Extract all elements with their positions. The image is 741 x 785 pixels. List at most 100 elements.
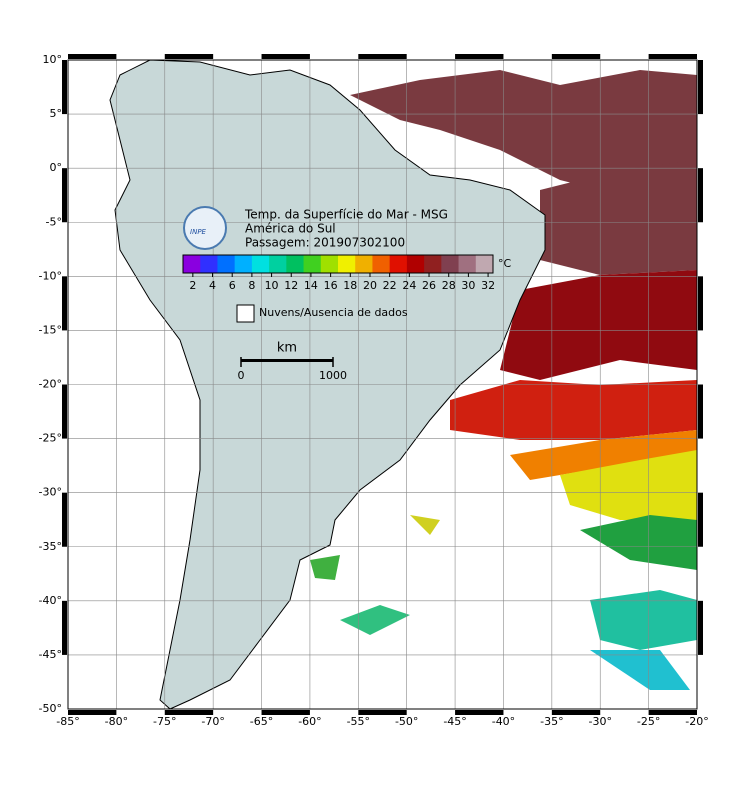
x-tick-label: -70°: [201, 715, 224, 728]
y-tick-label: -30°: [39, 486, 62, 499]
colorbar-tick-label: 30: [461, 279, 475, 292]
colorbar-tick-label: 16: [324, 279, 338, 292]
colorbar-tick-label: 6: [229, 279, 236, 292]
colorbar-segment: [183, 255, 201, 273]
colorbar-tick-label: 12: [284, 279, 298, 292]
sst-patch: [500, 270, 697, 380]
y-tick-label: 0°: [50, 161, 63, 174]
scale-tick-label: 0: [238, 369, 245, 382]
colorbar-segment: [200, 255, 218, 273]
sst-patch: [560, 450, 697, 520]
frame-segment: [62, 276, 67, 331]
colorbar-segment: [389, 255, 408, 273]
scale-bar: 0 1000: [238, 357, 347, 382]
colorbar: 2 4 6 8 10 12 14 16 18 20 22 24 26 28 30 32: [182, 254, 495, 292]
frame-segment: [648, 54, 697, 59]
frame-segment: [62, 384, 67, 439]
colorbar-tick-label: 14: [304, 279, 318, 292]
x-tick-label: -35°: [540, 715, 563, 728]
colorbar-segment: [303, 255, 322, 273]
x-tick-label: -45°: [443, 715, 466, 728]
legend-label: Nuvens/Ausencia de dados: [259, 306, 408, 319]
colorbar-frame: [182, 254, 494, 274]
y-tick-label: -40°: [39, 594, 62, 607]
sst-patch: [590, 650, 690, 690]
x-tick-label: -30°: [588, 715, 611, 728]
y-tick-label: -15°: [39, 323, 62, 336]
sst-patch: [510, 430, 697, 480]
frame-segment: [698, 276, 703, 331]
colorbar-tick-label: 2: [189, 279, 196, 292]
scale-tick-label: 1000: [319, 369, 347, 382]
y-tick-label: -50°: [39, 702, 62, 715]
colorbar-tick-label: 8: [248, 279, 255, 292]
colorbar-segment: [475, 255, 494, 273]
frame-segment: [551, 710, 601, 715]
colorbar-tick-label: 10: [265, 279, 279, 292]
frame-segment: [62, 492, 67, 547]
sst-patch: [310, 555, 340, 580]
x-tick-label: -25°: [637, 715, 660, 728]
frame-segment: [164, 54, 214, 59]
y-tick-label: -35°: [39, 540, 62, 553]
frame-segment: [698, 168, 703, 223]
frame-segment: [62, 168, 67, 223]
inpe-logo: INPE: [183, 206, 227, 250]
x-tick-label: -20°: [685, 715, 708, 728]
colorbar-segment: [217, 255, 236, 273]
colorbar-segment: [251, 255, 270, 273]
frame-segment: [358, 54, 407, 59]
sst-patch: [450, 380, 697, 440]
sst-patch: [590, 590, 697, 650]
scale-line: [241, 359, 333, 362]
frame-segment: [698, 60, 703, 115]
frame-segment: [164, 710, 214, 715]
colorbar-segment: [372, 255, 391, 273]
y-tick-label: -10°: [39, 269, 62, 282]
colorbar-tick-label: 32: [481, 279, 495, 292]
frame-segment: [68, 710, 117, 715]
frame-segment: [648, 710, 697, 715]
x-tick-label: -55°: [347, 715, 370, 728]
frame-segment: [698, 492, 703, 547]
x-tick-label: -60°: [298, 715, 321, 728]
x-tick-label: -85°: [56, 715, 79, 728]
y-tick-label: -25°: [39, 432, 62, 445]
colorbar-segment: [424, 255, 442, 273]
colorbar-segment: [286, 255, 305, 273]
colorbar-tick-label: 28: [442, 279, 456, 292]
colorbar-tick-label: 24: [402, 279, 416, 292]
colorbar-segment: [441, 255, 460, 273]
frame-segment: [68, 54, 117, 59]
sst-patch: [340, 605, 410, 635]
x-tick-label: -50°: [395, 715, 418, 728]
colorbar-tick-label: 4: [209, 279, 216, 292]
frame-segment: [455, 54, 504, 59]
x-tick-label: -65°: [250, 715, 273, 728]
colorbar-segment: [269, 255, 287, 273]
colorbar-unit: °C: [498, 257, 512, 270]
colorbar-tick-label: 18: [343, 279, 357, 292]
sst-patch: [410, 515, 440, 535]
frame-segment: [62, 600, 67, 655]
map-frame: [67, 59, 698, 710]
title-line: América do Sul: [245, 222, 336, 236]
y-tick-label: -45°: [39, 648, 62, 661]
colorbar-segment: [320, 255, 339, 273]
logo-circle: [183, 206, 227, 250]
colorbar-tick-label: 26: [422, 279, 436, 292]
sst-patches: [310, 70, 697, 690]
y-tick-label: 5°: [50, 107, 63, 120]
frame-segment: [698, 384, 703, 439]
x-tick-label: -75°: [153, 715, 176, 728]
scale-unit: km: [277, 341, 297, 356]
frame-segment: [698, 600, 703, 655]
x-tick-label: -80°: [105, 715, 128, 728]
frame-segment: [455, 710, 504, 715]
sst-patch: [580, 515, 697, 570]
title-line: Passagem: 201907302100: [245, 236, 405, 250]
logo-text: INPE: [190, 228, 207, 236]
frame-segment: [551, 54, 601, 59]
y-tick-label: -20°: [39, 378, 62, 391]
